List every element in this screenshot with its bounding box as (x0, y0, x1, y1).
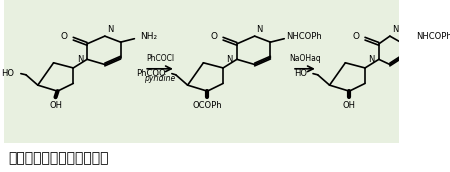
Bar (4, 0, 399, 143)
Text: O: O (210, 33, 217, 41)
Text: PhCOCl: PhCOCl (146, 54, 174, 63)
Text: N: N (256, 25, 263, 34)
Text: O: O (60, 33, 68, 41)
Text: OCOPh: OCOPh (193, 101, 222, 110)
Text: O: O (352, 33, 359, 41)
Text: NHCOPh: NHCOPh (416, 32, 450, 41)
Text: OH: OH (49, 101, 62, 110)
Text: NHCOPh: NHCOPh (286, 32, 322, 41)
Text: NH₂: NH₂ (140, 33, 158, 41)
Text: PhCOO: PhCOO (136, 69, 166, 78)
Text: NaOHaq: NaOHaq (289, 54, 321, 63)
Text: N: N (227, 55, 233, 64)
Text: 図２．アミノ基保護の一例: 図２．アミノ基保護の一例 (8, 151, 109, 165)
Text: pyridine: pyridine (144, 74, 176, 83)
Text: N: N (392, 25, 398, 34)
Text: N: N (107, 25, 113, 34)
Text: HO: HO (294, 69, 307, 78)
Text: N: N (77, 55, 83, 64)
Text: OH: OH (343, 101, 356, 110)
Text: HO: HO (1, 69, 14, 78)
Text: N: N (369, 55, 375, 64)
